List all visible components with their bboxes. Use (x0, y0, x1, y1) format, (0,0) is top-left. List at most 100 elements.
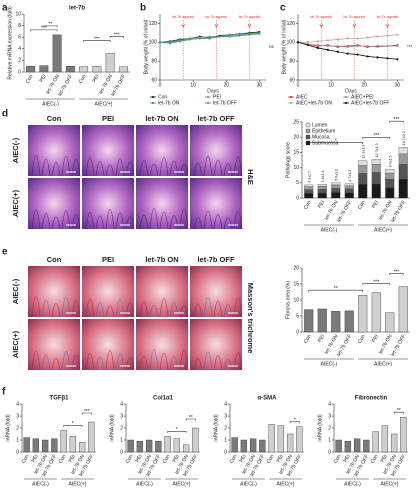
bar-segment (344, 188, 354, 193)
y-tick-label: 2 (328, 425, 331, 431)
column-label: PEI (102, 255, 114, 264)
group-label: AIEC(-) (32, 481, 49, 487)
legend-marker (289, 101, 293, 105)
bar-segment (371, 183, 381, 199)
series-point (376, 56, 379, 59)
tissue-fold (31, 296, 41, 318)
tissue-fold (159, 352, 169, 371)
series-point (238, 34, 241, 37)
bar (249, 438, 257, 453)
tissue-fold (85, 353, 95, 371)
bar (39, 65, 49, 73)
significance-bracket (30, 29, 58, 32)
bar (105, 53, 115, 73)
series-point (198, 37, 201, 40)
bar-segment (331, 182, 341, 186)
bar (127, 439, 134, 453)
significance-label: ** (397, 408, 401, 414)
legend-label: let-7b OFF (213, 100, 237, 106)
bar (286, 433, 294, 453)
significance-label: *** (41, 26, 47, 32)
tissue-fold (213, 159, 223, 177)
axis (159, 14, 266, 81)
y-tick-label: 10 (293, 297, 299, 303)
significance-label: *** (373, 279, 379, 285)
series-point (306, 41, 310, 44)
x-tick-label: Con (333, 453, 343, 464)
total-label: 16.7±2.3 (402, 131, 406, 145)
series-point (188, 38, 191, 41)
micrograph (28, 125, 80, 176)
y-axis-label: mRNA (fold) (213, 414, 219, 442)
total-label: 4.5±1.6 (321, 170, 325, 182)
x-tick-label: PEI (92, 74, 101, 84)
legend-label: AIEC+PEI (351, 94, 374, 100)
total-label: 4.3±1.7 (308, 171, 312, 183)
bar (259, 439, 266, 453)
group-label: AIEC(-) (321, 361, 338, 367)
micrograph (82, 178, 134, 229)
tissue-fold (115, 212, 125, 230)
tissue-fold (71, 300, 81, 318)
tissue-fold (159, 298, 169, 318)
legend-swatch (305, 140, 311, 146)
legend-marker (289, 95, 293, 99)
x-tick-label: 10 (190, 82, 196, 88)
tissue-fold (105, 164, 115, 177)
significance-label: *** (394, 117, 400, 123)
tissue-fold (51, 357, 61, 371)
tissue-fold (179, 305, 189, 318)
tissue-fold (61, 155, 71, 177)
y-axis-label: Body weight (% of initial) (143, 19, 149, 74)
bar (173, 438, 181, 453)
y-tick-label: 80 (289, 58, 295, 64)
panel-label: c (280, 3, 286, 14)
series-point (366, 44, 369, 48)
tissue-fold (105, 350, 115, 371)
bar-segment (344, 192, 354, 199)
tissue-fold (105, 209, 115, 230)
x-tick-label: PEI (343, 454, 352, 464)
micrograph (190, 266, 242, 317)
group-label: AIEC(-) (344, 481, 361, 487)
annotation-text: let-7b agonist (310, 15, 332, 19)
y-tick-label: 25 (293, 119, 299, 125)
tissue-fold (41, 213, 51, 230)
bar-segment (385, 172, 395, 180)
x-tick-label: 30 (395, 82, 401, 88)
group-label: AIEC(+) (173, 481, 191, 487)
x-tick-label: Con (78, 73, 88, 84)
tissue-fold (41, 299, 51, 318)
bar (41, 439, 49, 453)
y-tick-label: 10 (15, 11, 21, 17)
tissue-fold (203, 210, 213, 230)
tissue-fold (149, 163, 159, 177)
x-tick-label: 0 (159, 82, 162, 88)
total-label: 4.7±1.2 (348, 170, 352, 182)
row-label: AIEC(+) (11, 189, 20, 217)
tissue-fold (159, 211, 169, 230)
tissue-fold (61, 296, 71, 318)
bar-segment (398, 153, 408, 165)
bar-segment (317, 184, 327, 187)
x-tick-label: Con (21, 453, 31, 464)
significance-bracket (389, 273, 404, 276)
tissue-fold (223, 217, 233, 230)
bar (192, 427, 199, 453)
x-tick-label: Con (58, 453, 68, 464)
bar (240, 439, 248, 453)
tissue-fold (31, 155, 41, 177)
tissue-fold (105, 305, 115, 318)
tissue-fold (179, 349, 189, 371)
bar-segment (358, 184, 368, 199)
significance-bracket (289, 421, 300, 424)
bar (164, 436, 171, 453)
y-tick-label: 20 (293, 265, 299, 271)
y-tick-label: 80 (151, 58, 157, 64)
legend-label: AIEC (296, 94, 308, 100)
series-point (346, 37, 349, 40)
series-point (178, 39, 181, 42)
bar (344, 441, 352, 453)
series-point (168, 41, 172, 44)
y-tick-label: 120 (287, 21, 296, 27)
